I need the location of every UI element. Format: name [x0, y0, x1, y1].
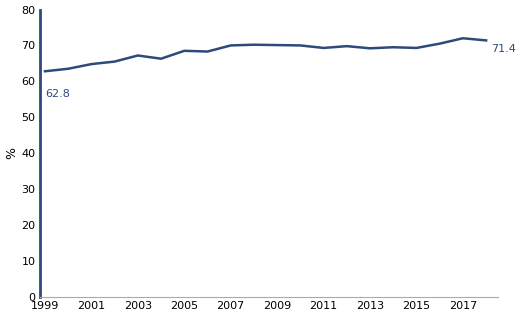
Text: 71.4: 71.4 [491, 44, 516, 55]
Text: 62.8: 62.8 [45, 89, 70, 99]
Y-axis label: %: % [6, 147, 19, 159]
